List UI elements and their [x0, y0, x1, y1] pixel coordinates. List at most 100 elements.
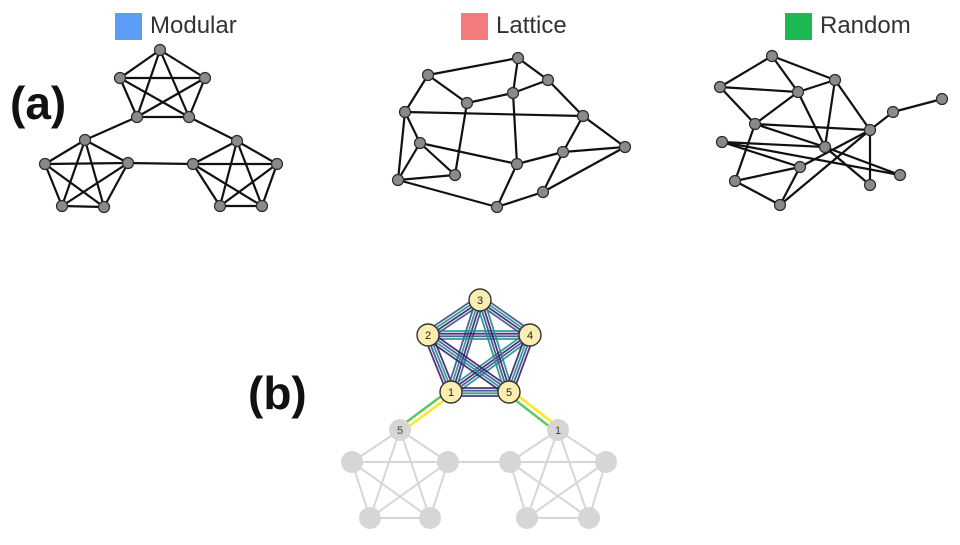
lattice-node	[413, 136, 427, 150]
lattice-edge	[546, 78, 585, 118]
legend-label-random: Random	[820, 12, 911, 39]
walk-edge	[449, 333, 530, 392]
legend-item-modular: Modular	[115, 12, 237, 40]
random-node	[886, 105, 900, 119]
faded-node	[359, 507, 381, 529]
random-edge	[796, 90, 827, 149]
walk-edge	[429, 330, 512, 390]
walk-edge	[448, 331, 529, 390]
modular-edge	[187, 76, 207, 119]
random-node	[935, 92, 949, 106]
modular-node	[97, 200, 111, 214]
lattice-edge	[495, 162, 519, 209]
random-node	[773, 198, 787, 212]
highlight-node-label: 5	[506, 387, 512, 399]
modular-edge	[118, 48, 162, 80]
legend-item-lattice: Lattice	[461, 12, 567, 40]
faded-edge	[351, 461, 431, 519]
modular-edge	[43, 162, 106, 209]
modular-edge	[83, 115, 139, 142]
modular-edge	[235, 139, 264, 208]
faded-node	[595, 451, 617, 473]
lattice-edge	[418, 141, 519, 166]
modular-node	[270, 157, 284, 171]
modular-node	[153, 43, 167, 57]
lattice-edge	[581, 114, 627, 149]
modular-node	[113, 71, 127, 85]
lattice-edge	[426, 56, 520, 77]
random-node	[863, 178, 877, 192]
lattice-edge	[516, 56, 550, 82]
bridge-node	[547, 419, 569, 441]
modular-edge	[191, 162, 264, 208]
lattice-edge	[396, 110, 407, 182]
legend-swatch-lattice	[461, 12, 488, 40]
lattice-edge	[511, 91, 519, 166]
lattice-edge	[541, 150, 565, 194]
legend-swatch-modular	[115, 12, 142, 40]
walk-edge	[451, 335, 532, 394]
modular-edge	[187, 115, 239, 143]
bridge-node	[389, 419, 411, 441]
modular-edge	[235, 139, 279, 166]
random-network	[713, 49, 949, 212]
lattice-node	[576, 109, 590, 123]
random-node	[715, 135, 729, 149]
legend-swatch-random	[785, 12, 812, 40]
lattice-node	[511, 51, 525, 65]
lattice-edge	[541, 145, 627, 194]
random-node	[863, 123, 877, 137]
faded-edge	[557, 429, 590, 519]
random-edge	[778, 128, 872, 207]
modular-edge	[83, 138, 106, 209]
random-edge	[770, 54, 800, 94]
walk-edge	[451, 300, 483, 393]
random-edge	[823, 78, 837, 149]
random-edge	[798, 128, 872, 169]
random-edge	[718, 54, 774, 89]
lattice-edge	[418, 141, 457, 177]
random-edge	[823, 145, 872, 187]
random-node	[748, 117, 762, 131]
lattice-node	[490, 200, 504, 214]
lattice-node	[506, 86, 520, 100]
random-node	[713, 80, 727, 94]
walk-edge	[426, 335, 509, 394]
modular-edge	[218, 139, 239, 208]
highlight-node	[439, 380, 463, 404]
modular-edge	[218, 162, 279, 208]
modular-edge	[135, 48, 162, 119]
bridge-node-label: 5	[397, 425, 403, 437]
legend-label-lattice: Lattice	[496, 12, 567, 39]
faded-edge	[509, 461, 590, 519]
faded-edge	[526, 429, 559, 519]
faded-node	[499, 451, 521, 473]
modular-network	[38, 43, 284, 214]
lattice-network	[391, 51, 632, 214]
highlight-node-label: 2	[425, 330, 431, 342]
lattice-edge	[495, 190, 545, 209]
modular-edge	[102, 161, 130, 209]
walk-edge	[475, 300, 507, 394]
faded-edge	[369, 461, 449, 519]
random-edge	[823, 145, 902, 177]
lattice-node	[618, 140, 632, 154]
lattice-node	[536, 185, 550, 199]
panel-label-a: (a)	[10, 77, 67, 129]
random-edge	[833, 78, 872, 132]
walk-edge	[425, 337, 508, 397]
lattice-node	[556, 145, 570, 159]
modular-node	[213, 199, 227, 213]
lattice-edge	[511, 78, 550, 95]
faded-node	[516, 507, 538, 529]
lattice-edge	[515, 150, 565, 166]
walk-edge	[448, 299, 480, 392]
random-edge	[753, 122, 872, 132]
lattice-edge	[426, 73, 469, 105]
modular-edge	[158, 48, 191, 119]
walk-diagram: 5 1 1 2 3 4 5	[341, 288, 617, 529]
random-edge	[720, 140, 802, 169]
walk-edge	[452, 337, 533, 396]
faded-node	[341, 451, 363, 473]
